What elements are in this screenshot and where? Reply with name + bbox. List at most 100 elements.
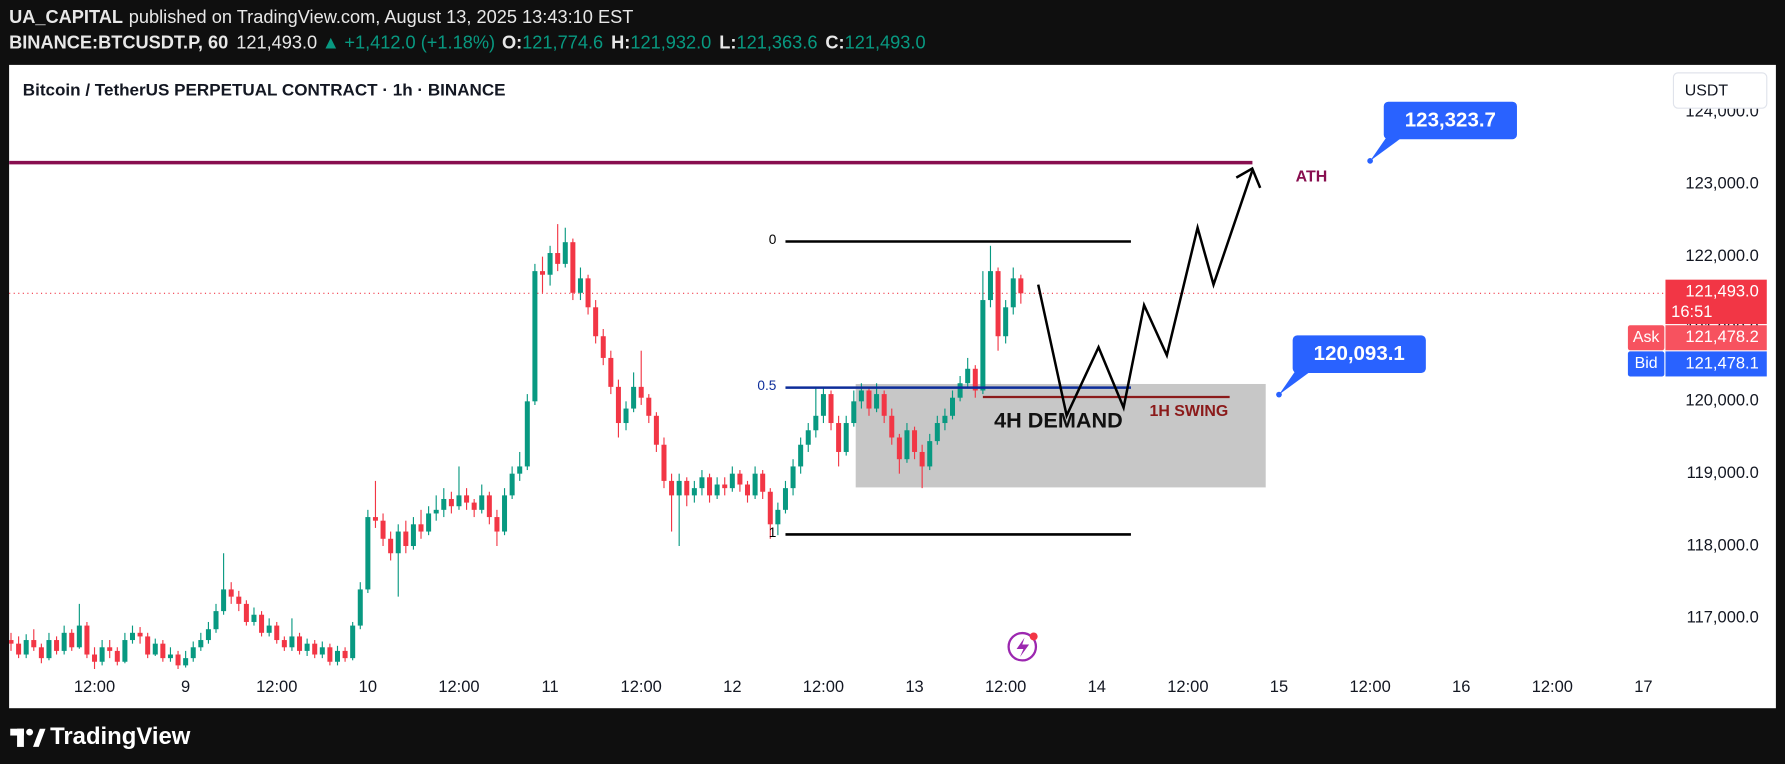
candle-body: [889, 415, 895, 438]
candle-body: [972, 368, 978, 391]
swing-label: 1H SWING: [1150, 403, 1229, 420]
y-tick-label: 119,000.0: [1687, 464, 1759, 482]
candle-body: [965, 368, 971, 384]
ask-name: Ask: [1633, 329, 1660, 346]
bid-label: 121,478.1: [1685, 354, 1758, 372]
symbol: BINANCE:BTCUSDT.P, 60: [9, 32, 228, 52]
candle-body: [251, 614, 257, 622]
tradingview-logo: [10, 728, 46, 747]
candle-body: [661, 444, 667, 481]
x-tick-label: 12:00: [1167, 678, 1208, 696]
candle-body: [782, 488, 788, 510]
fib-label: 0: [769, 232, 777, 247]
currency-box[interactable]: [1672, 72, 1768, 109]
candle-body: [1003, 307, 1009, 337]
x-tick-label: 15: [1270, 678, 1288, 696]
arrow: ▲: [322, 32, 340, 52]
o-label: O:: [502, 32, 522, 52]
x-tick-label: 14: [1088, 678, 1106, 696]
candle-body: [1018, 278, 1024, 294]
candle-body: [714, 484, 720, 496]
brand: TradingView: [50, 723, 191, 750]
candle-body: [577, 278, 583, 293]
published: published on TradingView.com, August 13,…: [129, 7, 634, 27]
candle-body: [896, 437, 902, 460]
candle-body: [691, 488, 697, 496]
x-tick-label: 12:00: [803, 678, 844, 696]
axes: 117,000.0 118,000.0 119,000.0 120,000.0 121,…: [74, 102, 1767, 696]
candle-body: [684, 480, 690, 496]
candle-body: [858, 390, 864, 402]
x-tick-label: 9: [181, 678, 190, 696]
chart-title: Bitcoin / TetherUS PERPETUAL CONTRACT · …: [23, 81, 506, 100]
candle-body: [137, 632, 143, 637]
candle-body: [1010, 278, 1016, 308]
candle-body: [183, 658, 189, 666]
x-tick-label: 12:00: [1532, 678, 1573, 696]
candle-body: [517, 466, 523, 474]
candle-body: [403, 531, 409, 547]
candle-body: [61, 632, 67, 651]
l-label: L:: [719, 32, 736, 52]
candle-body: [486, 495, 492, 518]
candle-body: [570, 242, 576, 293]
x-tick-label: 12: [723, 678, 741, 696]
candle-body: [539, 271, 546, 275]
c: 121,493.0: [845, 32, 926, 52]
candle-body: [107, 647, 113, 651]
candle-body: [327, 647, 333, 662]
candle-body: [350, 625, 356, 659]
candle-body: [334, 650, 340, 662]
ath-label: ATH: [1296, 169, 1328, 186]
header-line: UA_CAPITAL published on TradingView.com, …: [9, 7, 633, 27]
candle-body: [198, 640, 204, 648]
candle-body: [471, 502, 477, 510]
candle-body: [312, 643, 318, 655]
candle-body: [555, 253, 561, 264]
candle-body: [957, 383, 963, 398]
candle-body: [722, 484, 728, 489]
fib-label: 0.5: [757, 378, 776, 393]
ask-label: 121,478.2: [1685, 328, 1758, 346]
demand-label: 4H DEMAND: [994, 408, 1123, 433]
projection-arrowhead: [1235, 166, 1262, 189]
callout-label: 123,323.7: [1405, 108, 1496, 131]
candle-body: [281, 640, 287, 648]
candle-body: [221, 589, 227, 612]
candle-body: [669, 480, 675, 496]
candle-body: [638, 386, 644, 398]
candle-body: [479, 495, 485, 510]
candle-body: [122, 640, 128, 662]
candle-body: [851, 401, 857, 424]
candle-body: [46, 640, 52, 659]
candle-body: [866, 390, 872, 409]
candle-body: [84, 625, 90, 655]
callout-anchor: [1276, 391, 1282, 398]
x-tick-label: 12:00: [985, 678, 1026, 696]
candle-body: [631, 386, 637, 409]
candle-body: [448, 498, 454, 507]
candle-body: [129, 632, 135, 641]
candle-body: [76, 625, 82, 648]
bid-name-box: [1627, 351, 1665, 377]
candle-body: [357, 589, 363, 626]
candle-body: [395, 531, 401, 554]
o: 121,774.6: [522, 32, 603, 52]
candle-body: [441, 498, 447, 510]
plot-area: [9, 160, 1665, 669]
candle-body: [99, 647, 105, 662]
candle-body: [205, 629, 211, 641]
bid-name: Bid: [1635, 355, 1658, 372]
candle-body: [16, 643, 22, 655]
candle-body: [433, 509, 439, 514]
candle-body: [760, 473, 766, 492]
quote-line: BINANCE:BTCUSDT.P, 60 121,493.0 ▲ +1,412.0 …: [9, 32, 925, 52]
candle-body: [418, 524, 424, 532]
candle-body: [297, 636, 303, 651]
callout-box: [1383, 101, 1517, 140]
x-tick-label: 12:00: [1349, 678, 1390, 696]
candle-body: [600, 336, 606, 358]
candle-body: [365, 517, 371, 590]
